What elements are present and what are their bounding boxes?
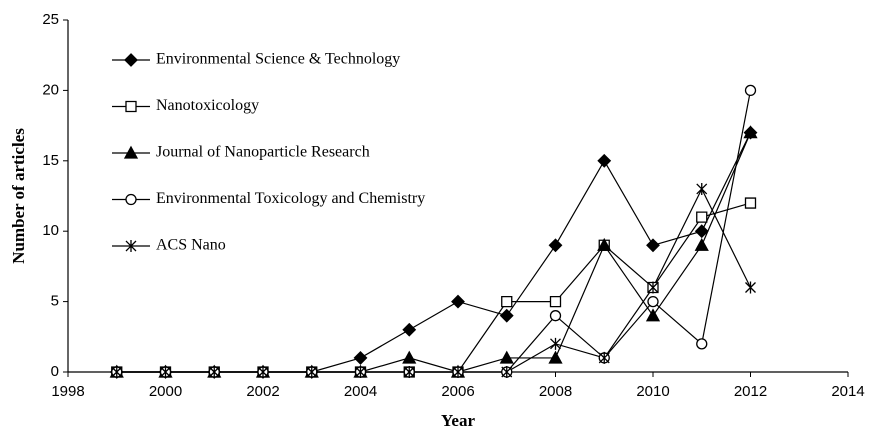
x-tick-label: 2006 — [441, 383, 474, 400]
x-tick-label: 2002 — [246, 383, 279, 400]
marker — [743, 125, 758, 139]
marker — [403, 366, 415, 378]
marker — [111, 366, 123, 378]
series-line — [116, 90, 752, 373]
marker — [598, 351, 610, 364]
marker — [646, 238, 660, 253]
marker — [647, 281, 659, 294]
marker — [744, 84, 757, 96]
marker — [694, 237, 709, 251]
marker — [548, 238, 563, 253]
marker — [550, 337, 561, 350]
y-tick-label: 10 — [42, 222, 59, 239]
marker — [353, 351, 368, 365]
y-axis-label: Number of articles — [9, 128, 28, 264]
marker — [744, 197, 757, 209]
legend-label: Environmental Science & Technology — [156, 51, 400, 68]
x-tick-label: 2008 — [539, 383, 572, 400]
x-tick-label: 2000 — [149, 383, 182, 400]
y-tick-label: 20 — [42, 81, 59, 98]
marker — [306, 366, 318, 378]
marker — [257, 366, 269, 378]
marker — [696, 182, 708, 195]
marker — [499, 308, 514, 323]
y-tick-label: 5 — [51, 293, 59, 310]
y-tick-label: 0 — [51, 363, 59, 380]
marker — [548, 350, 563, 364]
marker — [696, 211, 708, 223]
legend-label: Nanotoxicology — [156, 97, 259, 114]
x-axis-label: Year — [441, 411, 475, 430]
marker — [402, 350, 417, 364]
marker — [499, 350, 514, 364]
legend-marker — [125, 193, 137, 206]
marker — [501, 366, 513, 378]
marker — [452, 366, 464, 378]
legend-marker — [123, 145, 139, 159]
marker — [501, 295, 513, 308]
legend-marker — [124, 53, 138, 67]
x-tick-label: 2010 — [636, 383, 669, 400]
series-line — [116, 187, 752, 373]
x-tick-label: 2014 — [831, 383, 864, 400]
marker — [549, 295, 562, 308]
marker — [402, 322, 417, 337]
marker — [451, 294, 465, 309]
y-tick-label: 25 — [42, 11, 59, 28]
x-tick-label: 1998 — [51, 383, 84, 400]
marker — [645, 308, 661, 322]
legend-label: Journal of Nanoparticle Research — [156, 144, 370, 161]
x-tick-label: 2004 — [344, 383, 377, 400]
marker — [694, 224, 709, 239]
marker — [597, 237, 612, 251]
legend-label: ACS Nano — [156, 237, 226, 254]
marker — [208, 366, 220, 378]
y-tick-label: 15 — [42, 152, 59, 169]
legend-marker — [125, 240, 137, 252]
marker — [160, 366, 171, 378]
marker — [647, 296, 659, 308]
marker — [355, 366, 366, 378]
x-tick-label: 2012 — [734, 383, 767, 400]
marker — [597, 153, 612, 168]
legend-marker — [125, 100, 137, 113]
legend-label: Environmental Toxicology and Chemistry — [156, 190, 425, 207]
marker — [745, 281, 756, 294]
marker — [549, 310, 562, 322]
marker — [696, 338, 708, 350]
